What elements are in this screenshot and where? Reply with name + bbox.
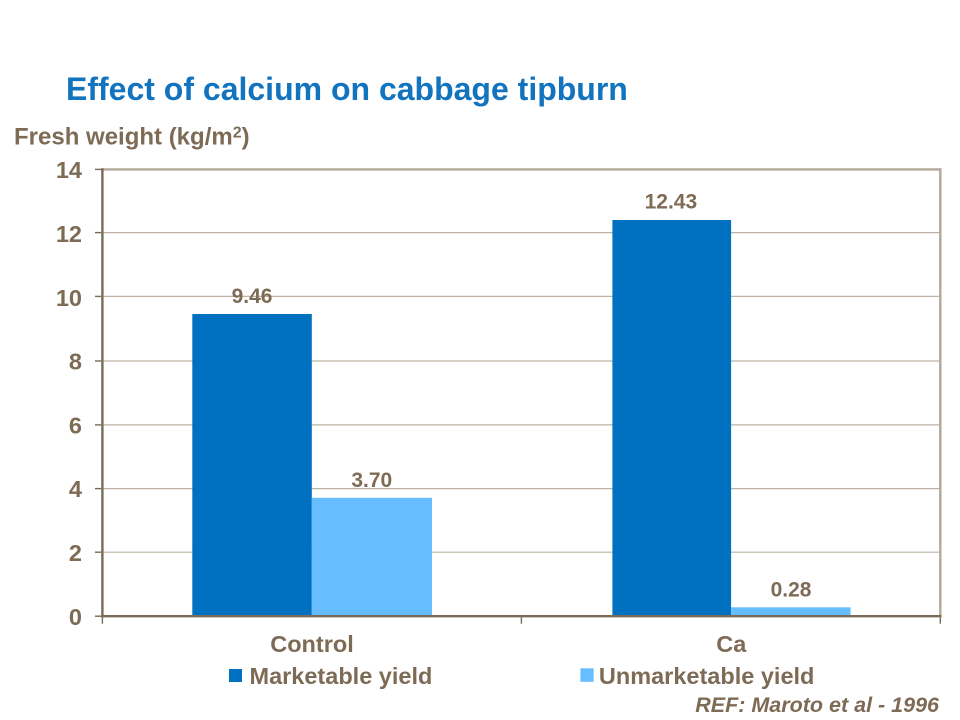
svg-text:Marketable yield: Marketable yield xyxy=(250,663,433,689)
svg-text:0.28: 0.28 xyxy=(771,578,812,601)
svg-text:2: 2 xyxy=(69,540,82,566)
svg-text:10: 10 xyxy=(56,285,82,311)
svg-text:9.46: 9.46 xyxy=(232,285,273,308)
svg-text:8: 8 xyxy=(69,349,82,375)
svg-text:Unmarketable yield: Unmarketable yield xyxy=(599,663,815,689)
svg-text:12: 12 xyxy=(56,221,82,247)
svg-text:3.70: 3.70 xyxy=(351,469,392,492)
svg-text:REF: Maroto et al - 1996: REF: Maroto et al - 1996 xyxy=(695,693,940,717)
svg-text:4: 4 xyxy=(69,476,82,502)
svg-text:Effect of calcium on cabbage t: Effect of calcium on cabbage tipburn xyxy=(66,71,628,107)
svg-text:6: 6 xyxy=(69,412,82,438)
svg-text:0: 0 xyxy=(69,604,82,630)
svg-text:Control: Control xyxy=(270,631,354,657)
svg-text:12.43: 12.43 xyxy=(645,190,698,213)
svg-text:Fresh weight (kg/m2): Fresh weight (kg/m2) xyxy=(14,124,250,151)
svg-text:14: 14 xyxy=(56,157,82,183)
svg-text:Ca: Ca xyxy=(716,631,747,657)
